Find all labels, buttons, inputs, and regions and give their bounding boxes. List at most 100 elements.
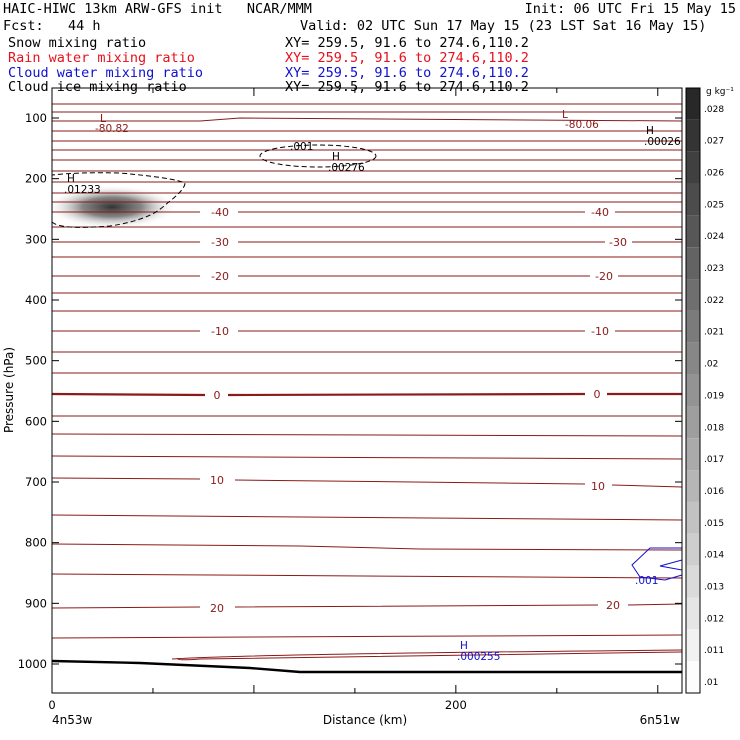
colorbar-swatch <box>686 406 700 439</box>
colorbar-label: .01 <box>704 678 718 688</box>
colorbar-label: .023 <box>704 264 724 274</box>
colorbar-frame <box>685 87 701 694</box>
isotherm-label: -30 <box>609 236 627 249</box>
forecast-hour: Fcst: 44 h <box>3 18 101 34</box>
colorbar-swatch <box>686 565 700 598</box>
isotherm-label: 0 <box>214 389 221 402</box>
colorbar-swatch <box>686 597 700 630</box>
high-marker: H <box>460 640 468 652</box>
x-endpoint-right: 6n51w <box>640 713 681 727</box>
chart-title: HAIC-HIWC 13km ARW-GFS init NCAR/MMM <box>3 1 312 17</box>
field-xy-snow: XY= 259.5, 91.6 to 274.6,110.2 <box>285 35 529 51</box>
colorbar-swatch <box>686 374 700 407</box>
colorbar-label: .02 <box>704 360 718 370</box>
colorbar-swatch <box>686 215 700 248</box>
field-name-snow: Snow mixing ratio <box>8 35 147 51</box>
colorbar-label: .028 <box>704 105 724 115</box>
surface-line <box>51 659 682 674</box>
colorbar-swatch <box>686 501 700 534</box>
ice-contour-label: .001 <box>290 141 313 153</box>
field-xy-cloud-water: XY= 259.5, 91.6 to 274.6,110.2 <box>285 65 529 81</box>
colorbar-swatch <box>686 438 700 471</box>
y-tick-label: 500 <box>25 354 47 368</box>
colorbar-label: .011 <box>704 646 724 656</box>
y-tick-label: 700 <box>25 475 47 489</box>
colorbar-label: .026 <box>704 169 724 179</box>
colorbar-label: .019 <box>704 391 724 401</box>
high-value: .00276 <box>328 162 365 174</box>
x-tick-label: 0 <box>48 698 55 712</box>
colorbar-swatch <box>686 533 700 566</box>
valid-time: Valid: 02 UTC Sun 17 May 15 (23 LST Sat … <box>300 18 707 34</box>
high-marker: H <box>646 125 654 137</box>
low-value: -80.82 <box>95 123 129 135</box>
isotherm-label: 10 <box>591 480 605 493</box>
isotherm-label: -30 <box>211 236 229 249</box>
colorbar-swatch <box>686 661 700 693</box>
ice-contour <box>52 172 186 228</box>
snow-shading <box>52 185 178 229</box>
field-name-cloud-water: Cloud water mixing ratio <box>8 65 204 81</box>
y-tick-label: 200 <box>25 172 47 186</box>
y-tick-label: 800 <box>25 536 47 550</box>
isotherm-label: 20 <box>210 602 224 615</box>
colorbar: .028 .027 .026 .025 .024 .023 .022 .021 .02 .019.… <box>685 87 724 694</box>
x-tick-label: 200 <box>445 698 467 712</box>
colorbar-swatch <box>686 629 700 662</box>
isotherm <box>52 514 682 521</box>
isotherm <box>52 603 682 609</box>
field-name-cloud-ice: Cloud ice mixing ratio <box>8 79 187 95</box>
isotherm <box>52 433 682 437</box>
x-endpoint-left: 4n53w <box>52 713 93 727</box>
y-tick-label: 100 <box>25 111 47 125</box>
colorbar-label: .022 <box>704 296 724 306</box>
colorbar-label: .015 <box>704 519 724 529</box>
isotherm <box>52 543 682 551</box>
colorbar-label: .014 <box>704 551 724 561</box>
colorbar-swatch <box>686 342 700 375</box>
isotherm-label: 10 <box>210 474 224 487</box>
x-axis-title: Distance (km) <box>323 713 407 727</box>
isotherm-label: -20 <box>211 270 229 283</box>
high-value: .01233 <box>64 184 101 196</box>
isotherm-label: -40 <box>211 206 229 219</box>
temperature-contours <box>52 103 682 661</box>
high-marker: H <box>332 151 340 163</box>
colorbar-label: .024 <box>704 232 724 242</box>
field-name-rain: Rain water mixing ratio <box>8 50 195 66</box>
y-tick-label: 1000 <box>18 657 47 671</box>
colorbar-swatch <box>686 183 700 216</box>
init-time: Init: 06 UTC Fri 15 May 15 <box>524 1 736 17</box>
colorbar-label: .018 <box>704 423 724 433</box>
low-value: -80.06 <box>565 119 599 131</box>
y-tick-label: 900 <box>25 596 47 610</box>
high-value: .00026 <box>644 136 681 148</box>
colorbar-swatch <box>686 151 700 184</box>
isotherm-freezing <box>52 392 682 397</box>
isotherm <box>52 573 682 579</box>
y-tick-label: 600 <box>25 414 47 428</box>
colorbar-label: .012 <box>704 614 724 624</box>
isotherm <box>171 649 682 660</box>
colorbar-swatch <box>686 310 700 343</box>
high-value: .000255 <box>457 651 500 663</box>
isotherm-label: -10 <box>591 325 609 338</box>
colorbar-label: .017 <box>704 455 724 465</box>
colorbar-swatch <box>686 247 700 280</box>
colorbar-swatch <box>686 470 700 502</box>
plot-frame <box>51 87 683 694</box>
isotherm <box>52 455 682 460</box>
high-marker: H <box>67 173 75 185</box>
extrema-labels: L -80.82 L -80.06 H .00026 .001 H .00276… <box>64 109 681 663</box>
colorbar-label: .016 <box>704 487 724 497</box>
cloud-ice-contours <box>52 144 377 228</box>
field-xy-cloud-ice: XY= 259.5, 91.6 to 274.6,110.2 <box>285 79 529 95</box>
colorbar-label: .027 <box>704 137 724 147</box>
colorbar-label: .021 <box>704 328 724 338</box>
ice-contour <box>259 144 377 168</box>
low-marker: L <box>100 113 106 125</box>
isotherm <box>52 634 682 639</box>
y-tick-label: 300 <box>25 232 47 246</box>
isotherm-label: -20 <box>595 270 613 283</box>
